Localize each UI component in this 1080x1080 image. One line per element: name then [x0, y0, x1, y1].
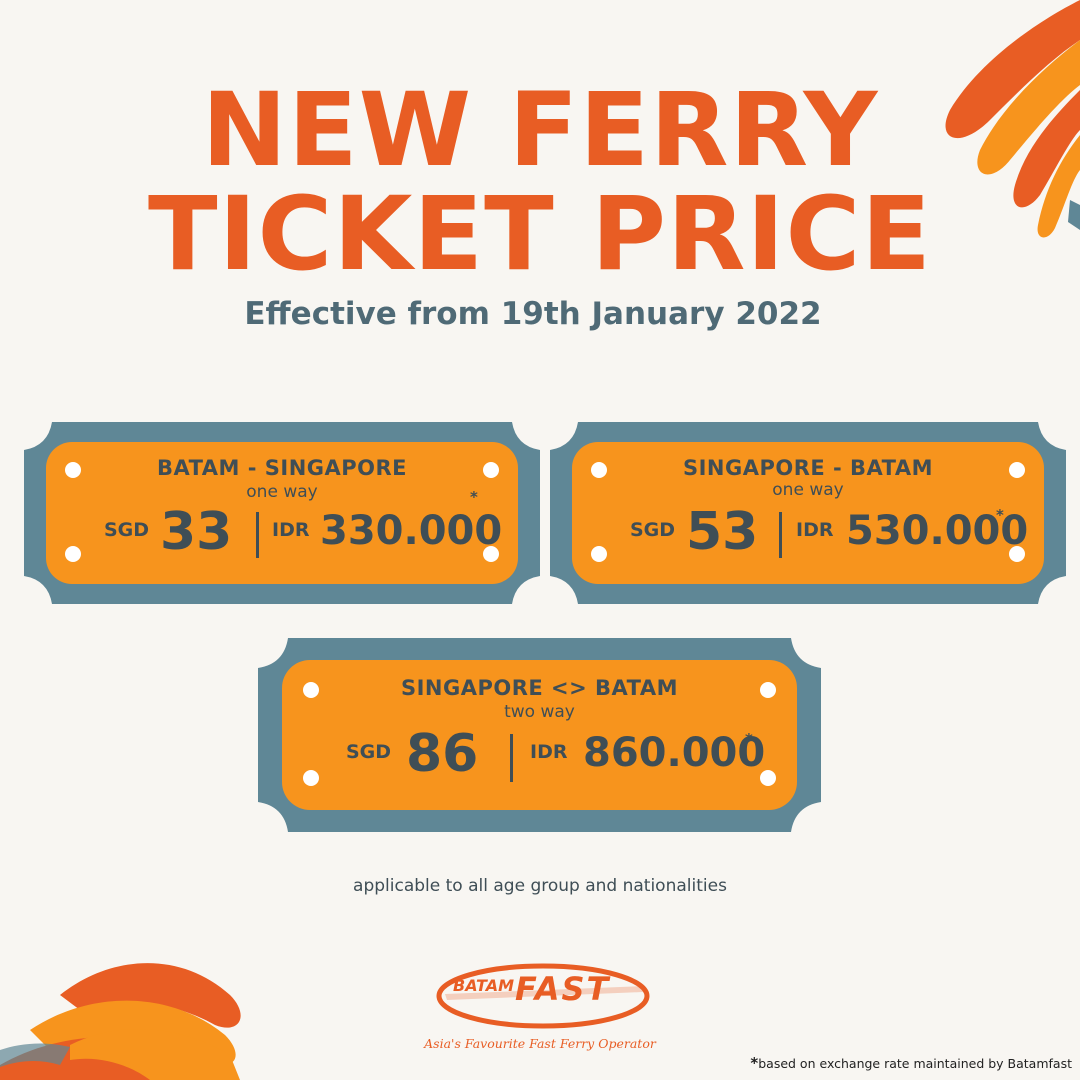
route-label: SINGAPORE - BATAM — [682, 456, 934, 480]
ticket-shape — [550, 422, 1066, 604]
sgd-label: SGD — [104, 519, 150, 541]
brush-stroke-top-right — [945, 0, 1080, 238]
route-label: BATAM - SINGAPORE — [156, 456, 408, 480]
applicability-note: applicable to all age group and national… — [353, 876, 727, 896]
logo-word-fast: FAST — [515, 970, 611, 1008]
logo-word-batam: BATAM — [453, 976, 515, 995]
idr-label: IDR — [530, 741, 568, 763]
ticket-batam-singapore: BATAM - SINGAPORE one way SGD 33 IDR 330… — [24, 422, 540, 604]
logo-tagline: Asia's Favourite Fast Ferry Operator — [424, 1036, 656, 1051]
idr-amount: 530.000 — [846, 508, 1029, 554]
ticket-shape — [24, 422, 540, 604]
sgd-label: SGD — [630, 519, 676, 541]
exchange-rate-footnote: *based on exchange rate maintained by Ba… — [750, 1054, 1072, 1072]
asterisk-marker: * — [996, 506, 1004, 524]
idr-amount: 860.000 — [583, 730, 766, 776]
route-label: SINGAPORE <> BATAM — [400, 676, 679, 700]
sgd-amount: 53 — [686, 502, 759, 562]
trip-type-label: two way — [504, 702, 575, 722]
footnote-marker: * — [750, 1054, 759, 1072]
price-divider — [256, 512, 259, 558]
trip-type-label: one way — [246, 482, 318, 502]
footnote-text: based on exchange rate maintained by Bat… — [758, 1056, 1072, 1071]
ticket-singapore-batam-two-way: SINGAPORE <> BATAM two way SGD 86 IDR 86… — [258, 638, 821, 832]
title-line-1: NEW FERRY — [201, 71, 879, 190]
price-divider — [510, 734, 513, 782]
brush-stroke-bottom-left — [0, 963, 241, 1080]
sgd-label: SGD — [346, 741, 392, 763]
effective-date-subtitle: Effective from 19th January 2022 — [244, 296, 822, 332]
ticket-singapore-batam: SINGAPORE - BATAM one way SGD 53 IDR 530… — [550, 422, 1066, 604]
asterisk-marker: * — [745, 730, 753, 748]
trip-type-label: one way — [772, 480, 844, 500]
title-line-2: TICKET PRICE — [148, 175, 932, 294]
asterisk-marker: * — [470, 488, 478, 506]
ticket-shape — [258, 638, 821, 832]
idr-amount: 330.000 — [320, 508, 503, 554]
idr-label: IDR — [796, 519, 834, 541]
idr-label: IDR — [272, 519, 310, 541]
price-divider — [779, 512, 782, 558]
batamfast-logo: BATAM FAST Asia's Favourite Fast Ferry O… — [405, 962, 675, 1062]
sgd-amount: 33 — [160, 502, 233, 562]
sgd-amount: 86 — [406, 724, 479, 784]
logo-ellipse-icon — [436, 963, 650, 1029]
